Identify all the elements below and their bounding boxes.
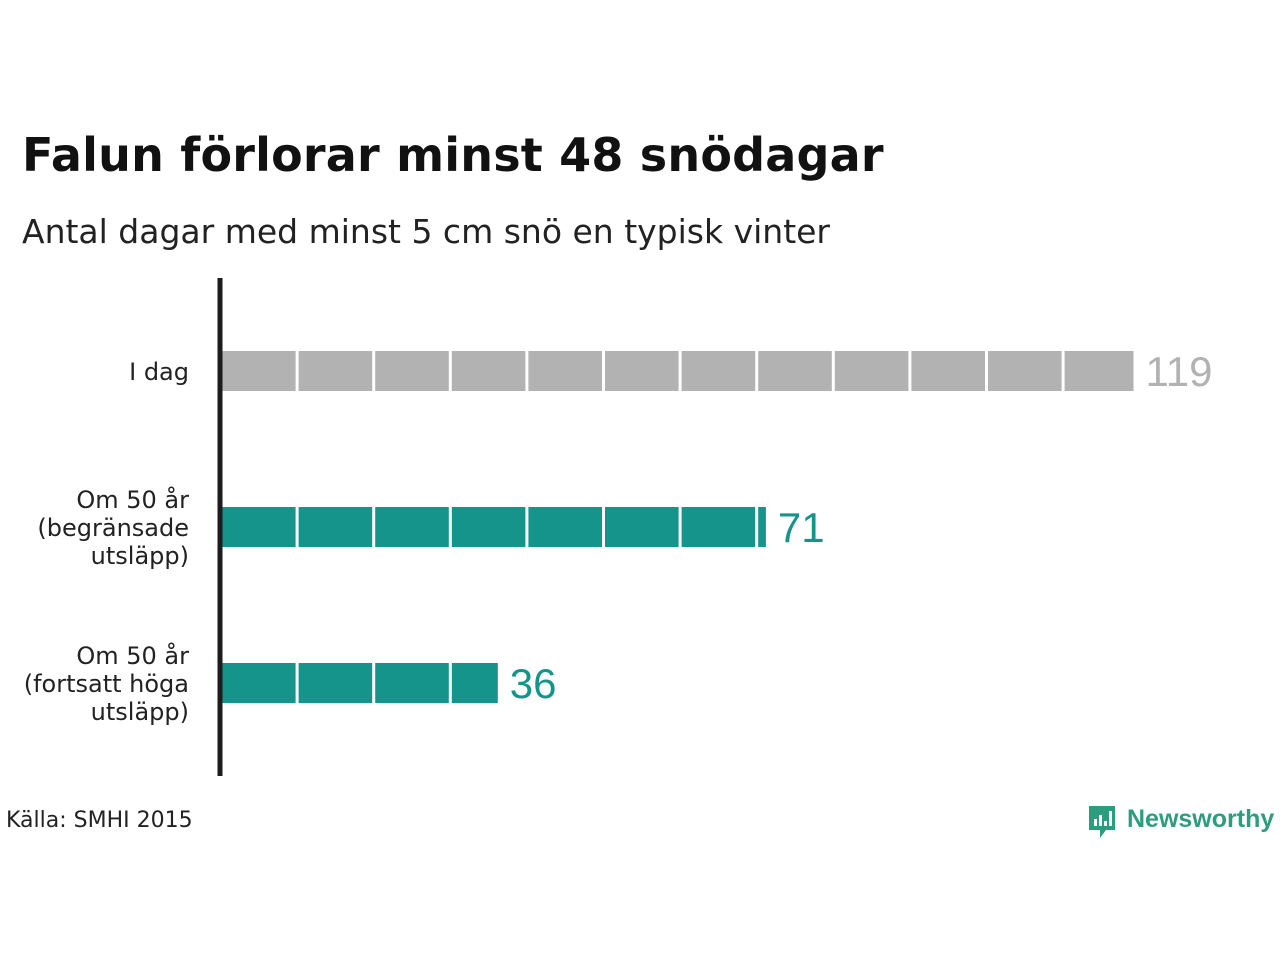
- category-label-line: utsläpp): [91, 698, 189, 726]
- bar-segment: [911, 351, 985, 391]
- value-label: 36: [510, 660, 557, 707]
- newsworthy-brand: Newsworthy: [1087, 802, 1274, 842]
- bar-segment: [758, 507, 766, 547]
- bar-segment: [298, 351, 373, 391]
- bar-segment: [375, 351, 449, 391]
- newsworthy-bar-chart-logo-icon: [1089, 806, 1115, 838]
- category-label-line: (fortsatt höga: [24, 670, 189, 698]
- bar-segment: [528, 507, 602, 547]
- chart-title: Falun förlorar minst 48 snödagar: [22, 128, 884, 182]
- bar-segment: [222, 351, 296, 391]
- category-label-line: utsläpp): [91, 542, 189, 570]
- category-label-line: I dag: [129, 358, 189, 386]
- bar-segment: [605, 351, 679, 391]
- bar-segment: [681, 507, 756, 547]
- bar-segment: [988, 351, 1062, 391]
- bar-segment: [375, 507, 449, 547]
- bar-segment: [375, 663, 449, 703]
- bar-segment: [605, 507, 679, 547]
- value-labels-layer: 119 71 36: [510, 348, 1213, 707]
- bar-segment: [1064, 351, 1134, 391]
- bar-segment: [681, 351, 756, 391]
- value-label: 71: [778, 504, 825, 551]
- category-label-line: Om 50 år: [76, 485, 189, 514]
- category-label-line: Om 50 år: [76, 641, 189, 670]
- source-note: Källa: SMHI 2015: [6, 808, 193, 833]
- brand-name: Newsworthy: [1127, 804, 1275, 833]
- category-label: I dag: [129, 358, 189, 386]
- chart-subtitle: Antal dagar med minst 5 cm snö en typisk…: [22, 212, 831, 251]
- category-label-line: (begränsade: [37, 514, 189, 542]
- bar-segment: [834, 351, 909, 391]
- bar-segment: [451, 507, 526, 547]
- value-label: 119: [1146, 348, 1213, 395]
- bar-segment: [758, 351, 832, 391]
- bar-segment: [222, 507, 296, 547]
- category-label: Om 50 år (fortsatt höga utsläpp): [24, 641, 189, 726]
- bar-segment: [298, 507, 373, 547]
- bar-segment: [222, 663, 296, 703]
- bar-segment: [528, 351, 602, 391]
- bar-segment: [451, 663, 498, 703]
- bar-segment: [451, 351, 526, 391]
- bars-layer: [222, 351, 1134, 703]
- bar-segment: [298, 663, 373, 703]
- category-label: Om 50 år (begränsade utsläpp): [37, 485, 189, 570]
